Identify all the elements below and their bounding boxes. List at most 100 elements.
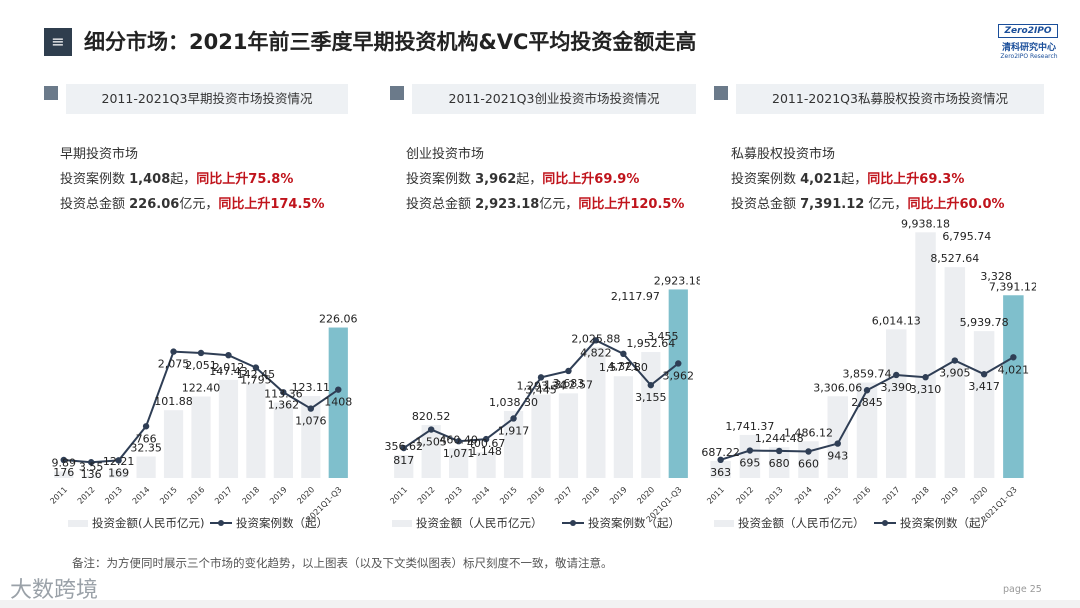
- point-label-2015: 943: [827, 450, 848, 463]
- bar-2013: [768, 447, 790, 478]
- bar-label-2011: 9.89: [51, 456, 76, 469]
- point-label-2016: 2,845: [851, 396, 883, 409]
- legend-line-label: 投资案例数（起）: [588, 516, 680, 530]
- point-2018: [922, 374, 929, 381]
- extra-label: 6,795.74: [942, 230, 991, 243]
- point-2013: [775, 447, 783, 455]
- tick-label-2017: 2017: [213, 485, 234, 506]
- point-label-2020: 1,076: [295, 415, 327, 428]
- bar-label-2021Q1-Q3: 2,923.18: [654, 274, 700, 287]
- tick-label-2014: 2014: [793, 485, 814, 506]
- point-2012: [87, 459, 95, 466]
- bar-2018: [246, 383, 266, 478]
- bar-label-2016: 1,293.34: [517, 380, 566, 393]
- point-label-2016: 3,445: [525, 383, 557, 396]
- bar-2017: [218, 379, 239, 478]
- tick-label-2017: 2017: [881, 485, 902, 506]
- point-2018: [592, 337, 600, 344]
- point-2014: [142, 423, 150, 430]
- tick-label-2019: 2019: [608, 485, 629, 506]
- point-label-2021Q1-Q3: 1408: [324, 396, 352, 409]
- point-label-2017: 3,390: [881, 381, 913, 394]
- panel-heading-early: 2011-2021Q3早期投资市场投资情况: [44, 84, 350, 114]
- bar-2020: [301, 396, 321, 478]
- menu-icon[interactable]: ≡: [44, 28, 72, 56]
- point-label-2013: 680: [769, 457, 790, 470]
- bar-label-2016: 3,859.74: [843, 368, 892, 381]
- point-2013: [115, 457, 122, 464]
- point-label-2019: 1,362: [268, 398, 300, 411]
- stats-cases: 投资案例数 1,408起，同比上升75.8%: [60, 172, 294, 187]
- tick-label-2013: 2013: [103, 485, 124, 506]
- point-label-2018: 3,310: [910, 383, 942, 396]
- point-label-2011: 817: [393, 454, 414, 467]
- tick-label-2018: 2018: [581, 485, 602, 506]
- bar-2019: [613, 376, 633, 478]
- bar-label-2013: 12.21: [103, 455, 134, 468]
- footnote: 备注：为方便同时展示三个市场的变化趋势，以上图表（以及下文类似图表）标尺刻度不一…: [72, 556, 613, 570]
- tick-label-2011: 2011: [48, 485, 69, 506]
- bar-label-2021Q1-Q3: 226.06: [319, 313, 358, 326]
- tick-label-2016: 2016: [852, 485, 873, 506]
- tick-label-2012: 2012: [76, 485, 97, 506]
- bar-2016: [531, 394, 551, 478]
- bar-2021Q1-Q3: [328, 327, 348, 478]
- point-label-2012: 1,505: [415, 436, 447, 449]
- tick-label-2014: 2014: [131, 485, 152, 506]
- tick-label-2013: 2013: [764, 485, 785, 506]
- stats-title: 创业投资市场: [406, 147, 485, 162]
- bar-label-2015: 1,038.30: [489, 396, 538, 409]
- logo-cn: 清科研究中心: [1001, 43, 1056, 53]
- bar-label-2019: 8,527.64: [930, 252, 979, 265]
- point-label-2014: 660: [798, 457, 819, 470]
- bar-2020: [973, 331, 995, 478]
- tick-label-2016: 2016: [526, 485, 547, 506]
- legend-bar-label: 投资金额（人民币亿元）: [416, 516, 543, 530]
- point-label-2017: 2,012: [213, 361, 245, 374]
- panel-heading-text: 2011-2021Q3早期投资市场投资情况: [66, 84, 348, 114]
- bar-2016: [856, 382, 878, 478]
- bar-label-2018: 2,025.88: [571, 332, 620, 345]
- bar-label-2011: 356.62: [384, 440, 423, 453]
- bar-label-2018: 9,938.18: [901, 217, 950, 230]
- bar-2014: [476, 452, 496, 478]
- stats-cases: 投资案例数 3,962起，同比上升69.9%: [406, 172, 640, 187]
- legend-bar-swatch: [68, 520, 88, 527]
- point-label-2012: 695: [739, 457, 760, 470]
- bar-2015: [503, 411, 524, 478]
- tick-label-2015: 2015: [158, 485, 179, 506]
- tick-label-2015: 2015: [498, 485, 519, 506]
- bar-2019: [944, 267, 966, 478]
- bar-label-2014: 32.35: [130, 441, 162, 454]
- bar-label-2021Q1-Q3: 7,391.12: [989, 280, 1036, 293]
- stats-early: 早期投资市场 投资案例数 1,408起，同比上升75.8% 投资总金额 226.…: [60, 142, 324, 217]
- bar-2011: [54, 471, 74, 478]
- point-label-2016: 2,051: [185, 359, 217, 372]
- point-2012: [746, 447, 754, 454]
- bar-2013: [109, 469, 129, 478]
- bar-label-2020: 5,939.78: [960, 316, 1009, 329]
- point-label-2012: 136: [81, 468, 102, 481]
- bar-label-2019: 113.36: [264, 388, 303, 401]
- point-label-2011: 363: [710, 466, 731, 479]
- bar-label-2012: 820.52: [412, 410, 451, 423]
- title-bar: ≡ 细分市场：2021年前三季度早期投资机构&VC平均投资金额走高: [0, 20, 1080, 64]
- panel-heading-text: 2011-2021Q3创业投资市场投资情况: [412, 84, 696, 114]
- point-2021Q1-Q3: [675, 360, 682, 367]
- legend-bar-label: 投资金额（人民币亿元）: [738, 516, 865, 530]
- bar-label-2013: 1,244.48: [755, 432, 804, 445]
- bar-label-2015: 101.88: [154, 395, 193, 408]
- legend-line-label: 投资案例数（起）: [900, 516, 992, 530]
- bar-label-2011: 687.22: [701, 446, 740, 459]
- panel-heading-text: 2011-2021Q3私募股权投资市场投资情况: [736, 84, 1044, 114]
- stats-cases: 投资案例数 4,021起，同比上升69.3%: [731, 172, 965, 187]
- bar-label-2017: 147.43: [209, 365, 248, 378]
- legend-line-dot: [882, 520, 888, 526]
- page-title: 细分市场：2021年前三季度早期投资机构&VC平均投资金额走高: [84, 30, 697, 54]
- tick-label-2016: 2016: [186, 485, 207, 506]
- bar-2012: [421, 425, 441, 478]
- point-2014: [805, 448, 812, 455]
- point-label-2015: 1,917: [498, 424, 530, 437]
- point-label-2021Q1-Q3: 4,021: [998, 363, 1030, 376]
